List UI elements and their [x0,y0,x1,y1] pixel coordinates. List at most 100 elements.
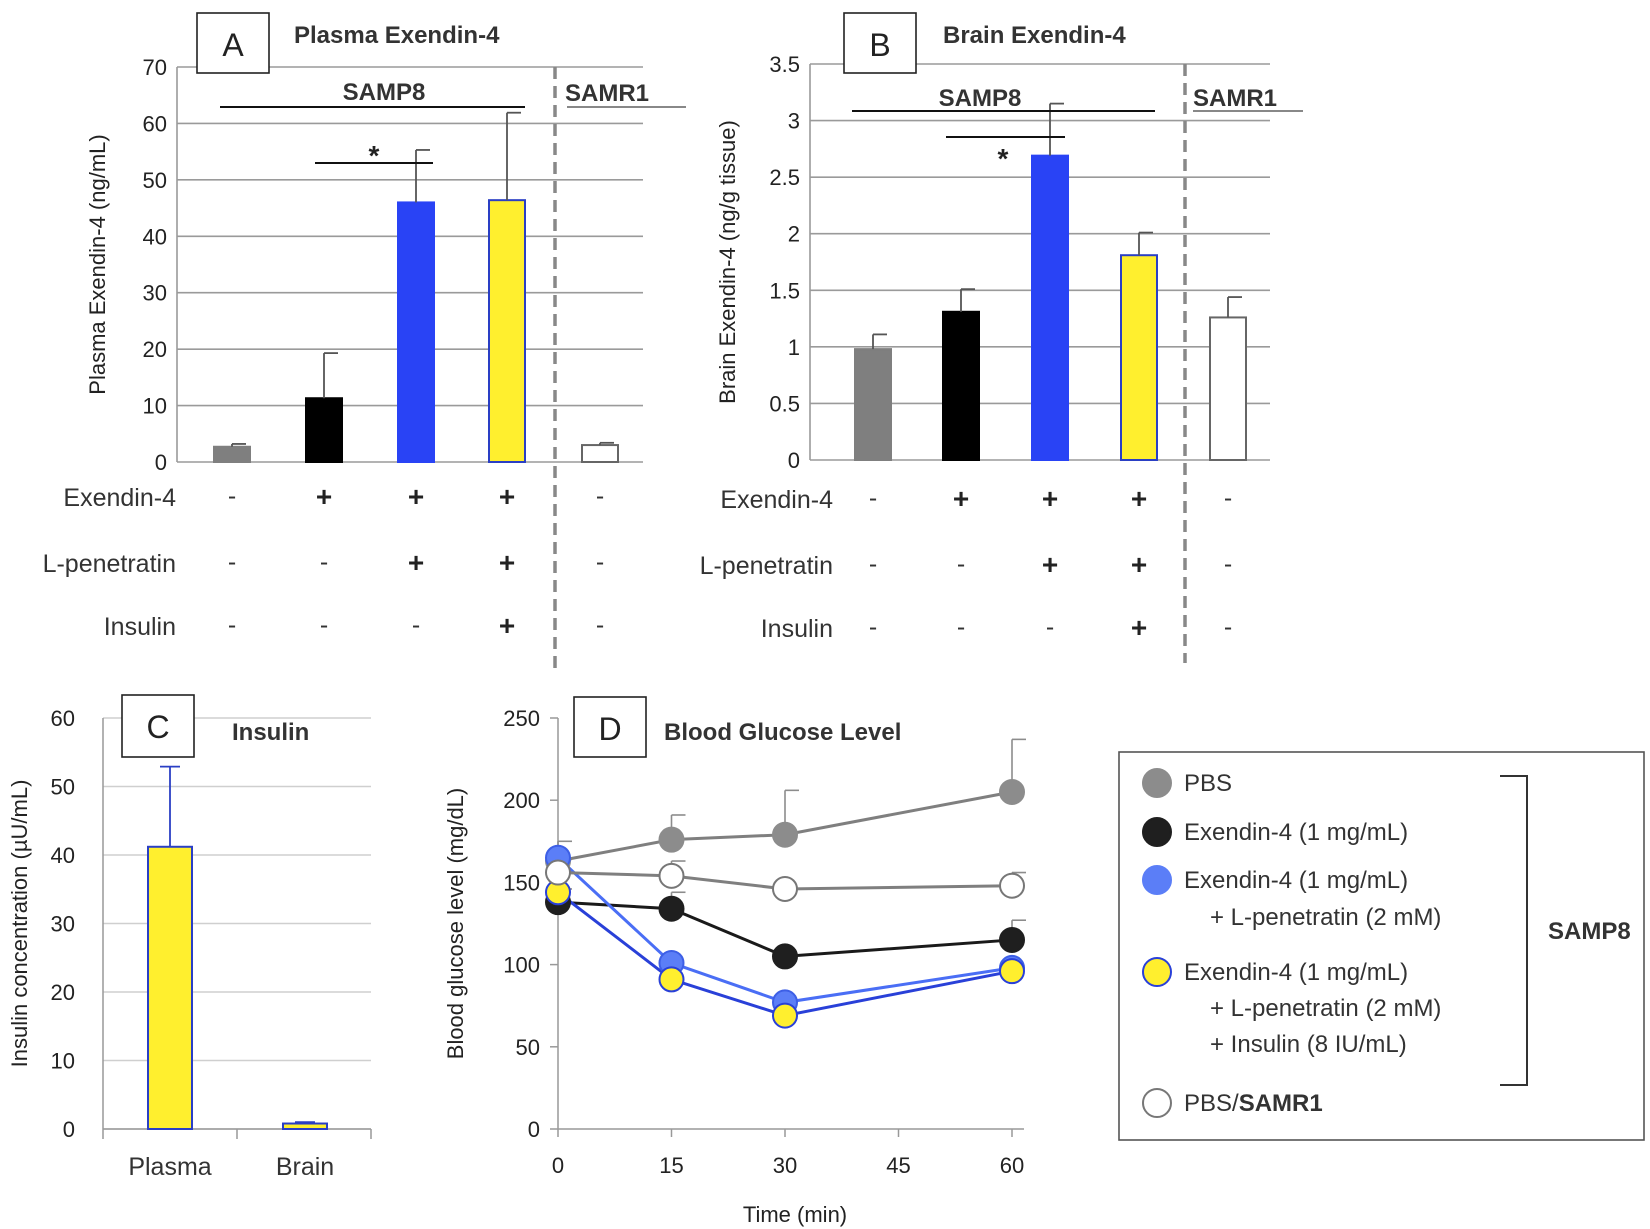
data-point [772,821,798,848]
row-label: Insulin [761,615,833,643]
sign-minus: - [1224,484,1232,512]
bar [213,445,251,463]
sign-plus: + [499,481,515,512]
y-tick-label: 20 [51,980,75,1005]
row-label: Exendin-4 [720,486,833,514]
legend-marker [1142,865,1172,895]
panel-letter-box [843,12,917,74]
sign-minus: - [869,613,877,641]
sign-minus: - [228,611,236,639]
y-tick-label: 1 [788,335,800,360]
panel-letter-box [121,694,195,758]
sign-minus: - [228,548,236,576]
bar [147,845,193,1131]
y-axis-label: Plasma Exendin-4 (ng/mL) [85,134,110,394]
y-tick-label: 30 [143,281,167,306]
y-tick-label: 3.5 [769,52,800,77]
y-tick-label: 20 [143,337,167,362]
series-line [557,790,1013,863]
y-axis-label: Insulin concentration (µU/mL) [7,780,32,1068]
bar [581,444,619,464]
data-point [658,966,685,993]
sign-minus: - [412,611,420,639]
bar [1209,316,1247,461]
bar [282,1122,328,1131]
series-line [557,871,1013,891]
x-tick-label: 15 [659,1153,683,1178]
bar [397,201,435,464]
row-label: L-penetratin [43,550,176,578]
sign-minus: - [596,482,604,510]
group-label-samr1: SAMR1 [565,80,649,107]
data-point [658,826,685,853]
data-point [772,1002,798,1029]
y-tick-label: 50 [516,1035,540,1060]
panel-letter-box [196,12,270,74]
sign-plus: + [1131,549,1147,580]
y-tick-label: 40 [143,224,167,249]
data-point [999,778,1025,805]
row-label: Exendin-4 [63,484,176,512]
y-tick-label: 10 [51,1049,75,1074]
y-tick-label: 0 [788,448,800,473]
legend-label: + L-penetratin (2 mM) [1210,995,1441,1022]
y-tick-label: 70 [143,55,167,80]
legend-label: PBS [1184,770,1232,797]
sign-plus: + [408,481,424,512]
legend-marker [1142,1088,1172,1118]
y-tick-label: 0 [155,450,167,475]
x-tick-label: Plasma [128,1153,211,1181]
data-point [999,958,1025,985]
significance-star: * [369,140,380,171]
sign-plus: + [1042,549,1058,580]
sign-minus: - [228,482,236,510]
x-axis-label: Time (min) [743,1202,847,1227]
sign-minus: - [320,611,328,639]
bar [1031,154,1069,461]
panel-letter: C [146,709,169,745]
panel-title: Insulin [232,719,309,746]
sign-minus: - [1046,613,1054,641]
x-tick-label: 45 [886,1153,910,1178]
sign-plus: + [953,483,969,514]
x-tick-label: Brain [276,1153,334,1181]
data-point [999,872,1025,899]
sign-minus: - [1224,613,1232,641]
legend-label-bold: SAMR1 [1239,1090,1323,1117]
legend-label: + Insulin (8 IU/mL) [1210,1031,1407,1058]
sign-plus: + [316,481,332,512]
row-label: L-penetratin [700,552,833,580]
legend-label: Exendin-4 (1 mg/mL) [1184,959,1408,986]
sign-minus: - [1224,550,1232,578]
sign-minus: - [957,550,965,578]
bar [305,397,343,464]
x-tick-label: 0 [552,1153,564,1178]
y-tick-label: 1.5 [769,278,800,303]
bar [1120,254,1158,461]
legend-label: Exendin-4 (1 mg/mL) [1184,819,1408,846]
series-line [557,900,1013,958]
x-tick-label: 30 [773,1153,797,1178]
data-point [772,943,798,970]
significance-star: * [998,143,1009,174]
data-point [545,859,571,886]
legend-bracket-label: SAMP8 [1548,918,1631,945]
row-label: Insulin [104,613,176,641]
sign-plus: + [499,547,515,578]
sign-minus: - [957,613,965,641]
sign-plus: + [408,547,424,578]
legend-bracket [1500,775,1528,1086]
sign-minus: - [869,550,877,578]
sign-plus: + [1131,612,1147,643]
group-label-samp8: SAMP8 [939,85,1022,112]
legend-marker [1142,957,1172,987]
data-point [658,895,685,922]
data-point [772,875,798,902]
legend-label: + L-penetratin (2 mM) [1210,904,1441,931]
y-tick-label: 200 [503,788,540,813]
sign-plus: + [1042,483,1058,514]
y-tick-label: 150 [503,870,540,895]
group-label-samr1: SAMR1 [1193,85,1277,112]
panel-title: Brain Exendin-4 [943,22,1126,49]
